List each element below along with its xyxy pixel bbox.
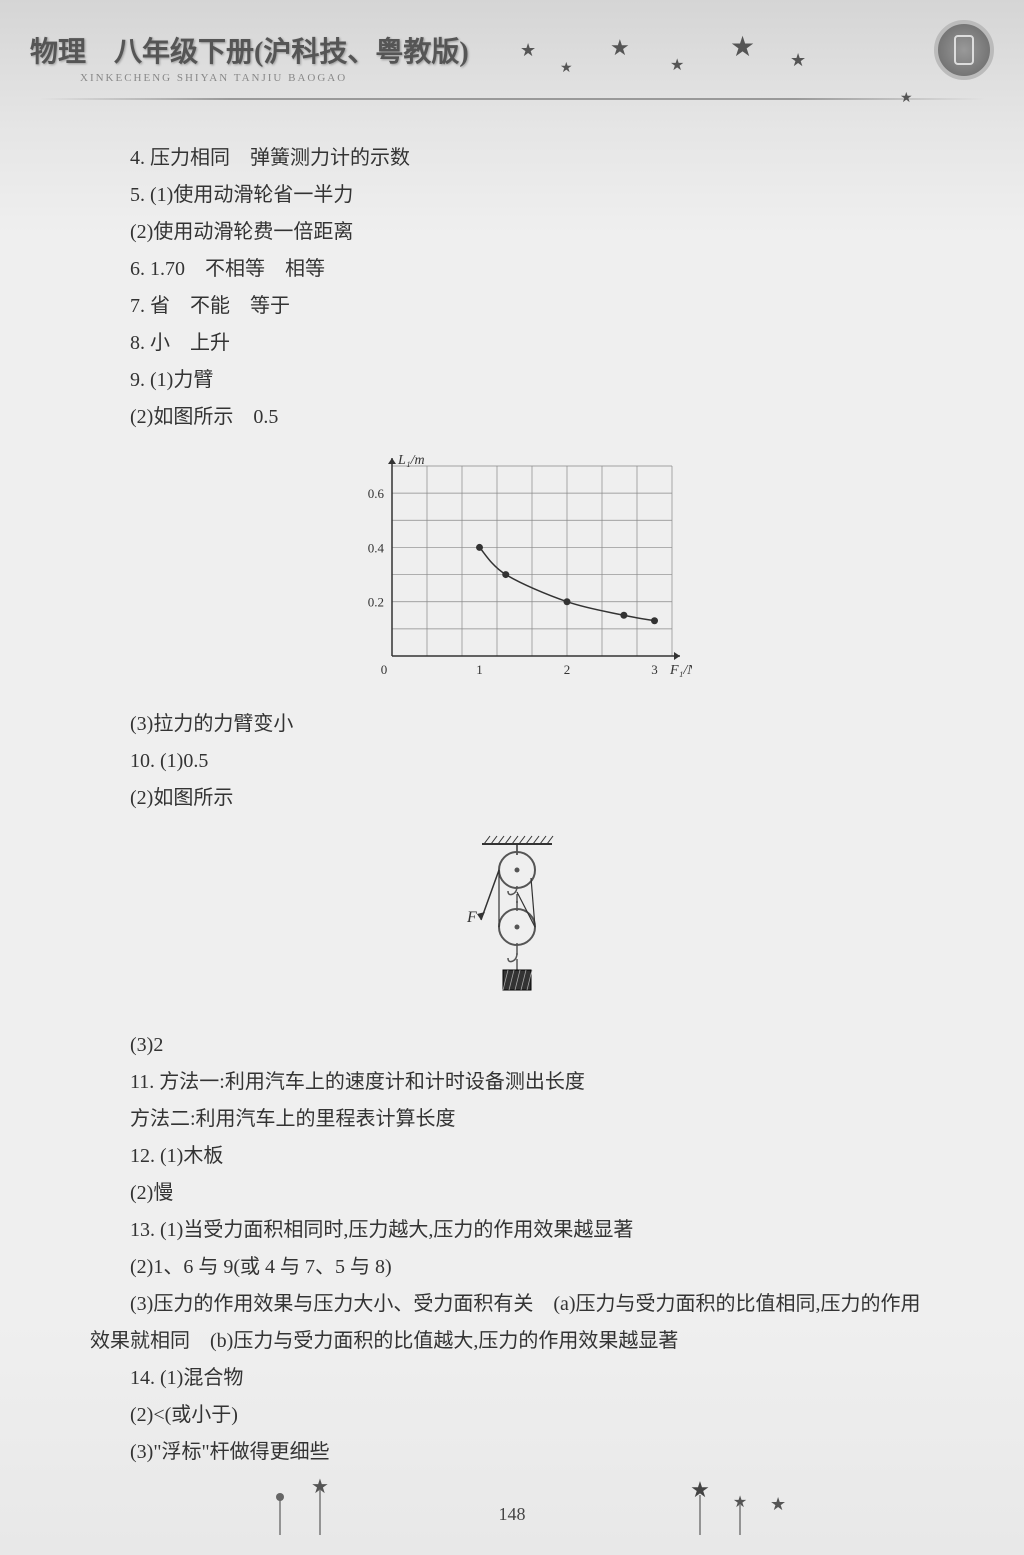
answer-10-3: (3)2 — [90, 1027, 934, 1064]
pulley-diagram: F — [452, 832, 572, 1012]
svg-text:★: ★ — [770, 1494, 786, 1514]
svg-text:F: F — [466, 909, 477, 926]
page-header: 物理 八年级下册(沪科技、粤教版) XINKECHENG SHIYAN TANJ… — [0, 0, 1024, 100]
svg-text:2: 2 — [564, 662, 571, 677]
answer-8: 8. 小 上升 — [90, 325, 934, 362]
answer-4: 4. 压力相同 弹簧测力计的示数 — [90, 140, 934, 177]
answer-5-1: 5. (1)使用动滑轮省一半力 — [90, 177, 934, 214]
lever-chart: 0 1 2 3 0.2 0.4 0.6 L₁/m F₁/N — [332, 446, 692, 696]
star-icon: ★ — [730, 30, 755, 64]
answer-6: 6. 1.70 不相等 相等 — [90, 251, 934, 288]
answer-9-2: (2)如图所示 0.5 — [90, 399, 934, 436]
chart-container: 0 1 2 3 0.2 0.4 0.6 L₁/m F₁/N — [90, 446, 934, 696]
answer-12-2: (2)慢 — [90, 1175, 934, 1212]
decorative-stars-bottom: ★ ★ ★ ★ — [0, 1475, 1024, 1535]
star-icon: ★ — [610, 35, 630, 61]
answer-9-1: 9. (1)力臂 — [90, 362, 934, 399]
header-pinyin: XINKECHENG SHIYAN TANJIU BAOGAO — [80, 72, 984, 84]
header-title: 物理 八年级下册(沪科技、粤教版) — [30, 30, 984, 70]
star-icon: ★ — [520, 40, 536, 61]
pulley-container: F — [90, 832, 934, 1012]
answer-11-2: 方法二:利用汽车上的里程表计算长度 — [90, 1101, 934, 1138]
answer-11-1: 11. 方法一:利用汽车上的速度计和计时设备测出长度 — [90, 1064, 934, 1101]
svg-text:0.2: 0.2 — [368, 595, 384, 610]
svg-text:F₁/N: F₁/N — [669, 663, 692, 678]
star-icon: ★ — [790, 50, 806, 71]
svg-text:0.6: 0.6 — [368, 486, 385, 501]
svg-text:0: 0 — [381, 662, 388, 677]
answer-14-2: (2)<(或小于) — [90, 1397, 934, 1434]
answer-13-1: 13. (1)当受力面积相同时,压力越大,压力的作用效果越显著 — [90, 1212, 934, 1249]
content-area: 4. 压力相同 弹簧测力计的示数 5. (1)使用动滑轮省一半力 (2)使用动滑… — [0, 100, 1024, 1471]
star-icon: ★ — [670, 55, 684, 75]
answer-13-2: (2)1、6 与 9(或 4 与 7、5 与 8) — [90, 1249, 934, 1286]
svg-text:3: 3 — [651, 662, 658, 677]
answer-13-3: (3)压力的作用效果与压力大小、受力面积有关 (a)压力与受力面积的比值相同,压… — [90, 1286, 934, 1360]
answer-10-2: (2)如图所示 — [90, 780, 934, 817]
svg-text:★: ★ — [690, 1477, 710, 1502]
answer-9-3: (3)拉力的力臂变小 — [90, 706, 934, 743]
answer-5-2: (2)使用动滑轮费一倍距离 — [90, 214, 934, 251]
badge-icon — [934, 20, 994, 80]
svg-text:L₁/m: L₁/m — [397, 453, 425, 468]
svg-text:★: ★ — [311, 1476, 329, 1498]
svg-text:1: 1 — [476, 662, 483, 677]
svg-text:★: ★ — [733, 1494, 747, 1511]
answer-12-1: 12. (1)木板 — [90, 1138, 934, 1175]
answer-10-1: 10. (1)0.5 — [90, 743, 934, 780]
answer-14-1: 14. (1)混合物 — [90, 1360, 934, 1397]
svg-text:0.4: 0.4 — [368, 540, 385, 555]
answer-7: 7. 省 不能 等于 — [90, 288, 934, 325]
star-icon: ★ — [560, 60, 573, 77]
answer-14-3: (3)"浮标"杆做得更细些 — [90, 1434, 934, 1471]
